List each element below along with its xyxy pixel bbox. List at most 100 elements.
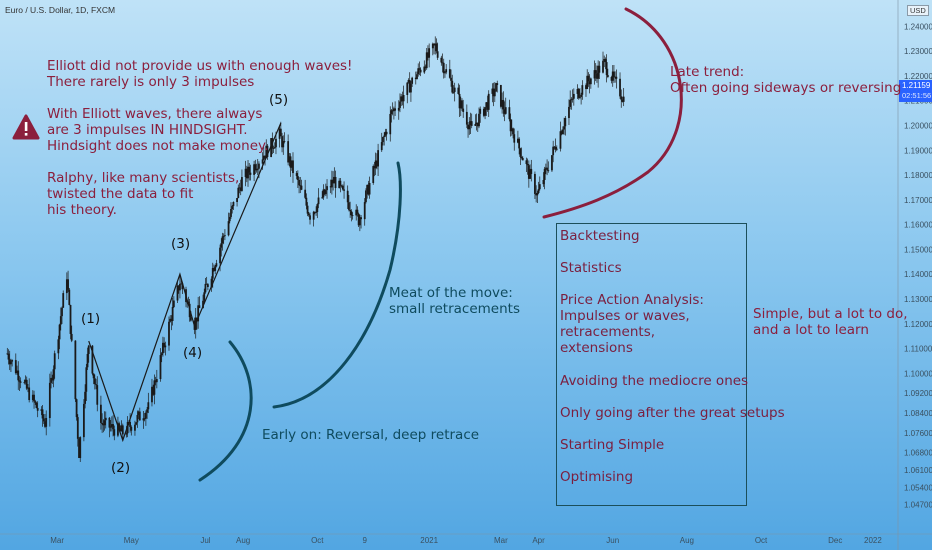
candle-body [316,204,319,213]
candle-body [553,146,556,148]
candle-body [224,235,226,237]
note-hindsight-3: Hindsight does not make money. [47,138,269,154]
candle-body [237,187,240,198]
wave-label-2: (2) [111,460,131,476]
candle-body [512,128,514,135]
x-tick-label: Aug [680,536,694,545]
checklist-item: Optimising [560,469,634,485]
candle-body [397,107,400,111]
candle-body [467,124,469,130]
candle-body [368,182,371,195]
candle-body [261,159,264,164]
candle-body [74,340,77,400]
candle-body [453,87,456,92]
candle-body [59,316,62,325]
elliott-wave-line [88,122,282,443]
candle-body [356,209,359,214]
candle-body [495,83,497,92]
candle-body [461,100,463,109]
candle-body [605,62,608,76]
candle-body [121,425,124,435]
candle-body [521,157,524,161]
checklist-item: extensions [560,340,633,356]
candle-body [78,438,80,459]
candle-body [427,52,429,58]
candle-body [450,77,452,81]
price-value: 1.21159 [902,81,931,90]
note-hindsight-1: With Elliott waves, there always [47,106,263,122]
x-tick-label: Dec [828,536,842,545]
candle-body [288,156,291,163]
candle-body [502,99,505,110]
candle-body [561,129,564,135]
candle-body [247,166,249,179]
candle-body [339,180,342,186]
candle-body [155,379,158,383]
candle-body [544,167,547,169]
candle-body [134,424,136,431]
candle-body [492,88,495,97]
candle-body [330,179,333,188]
candle-body [469,121,472,126]
candle-body [62,293,65,308]
candle-body [204,283,207,293]
candle-body [28,387,31,401]
candle-body [526,164,529,166]
y-tick-label: 1.19000 [904,146,932,155]
candle-body [112,424,114,430]
candle-body [17,370,20,381]
candle-body [117,423,119,436]
candle-body [8,359,11,365]
candle-body [236,197,238,203]
candle-body [211,267,214,279]
y-axis: 1.240001.230001.220001.210001.200001.190… [897,0,932,550]
candle-body [305,197,308,206]
candle-body [253,164,255,175]
x-tick-label: Jun [606,536,619,545]
y-tick-label: 1.13000 [904,295,932,304]
candle-body [53,353,56,370]
candle-body [282,141,285,148]
candle-body [272,148,275,149]
candle-body [622,96,625,102]
candle-body [110,424,113,427]
symbol-title[interactable]: Euro / U.S. Dollar, 1D, FXCM [5,5,116,15]
y-tick-label: 1.18000 [904,171,932,180]
candle-body [313,211,316,213]
x-axis: Mar May Jul Aug Oct 9 2021 Mar Apr Jun Aug Oct Dec 20… [0,533,932,545]
price-countdown: 02:51:56 [902,91,932,100]
checklist-item: Statistics [560,260,622,276]
candle-body [577,88,580,98]
candle-body [551,155,553,171]
candle-body [568,106,570,119]
x-tick-label: 2021 [420,536,438,545]
candle-body [249,172,252,175]
candle-body [18,380,21,382]
candle-body [570,99,573,101]
candle-body [177,285,180,291]
note-ralphy-1: Ralphy, like many scientists, [47,170,240,186]
candle-body [360,217,362,220]
currency-label[interactable]: USD [907,5,929,16]
candle-body [197,305,200,322]
candle-body [227,221,230,236]
candle-body [300,185,303,190]
candle-body [52,369,55,381]
candle-body [424,66,427,69]
candle-body [322,189,325,198]
candle-body [579,96,581,98]
candle-body [102,424,105,426]
y-tick-label: 1.20000 [904,122,932,131]
candle-body [560,131,563,135]
candle-body [222,235,225,237]
candle-body [390,110,393,114]
candle-body [444,72,446,74]
candle-body [496,83,499,85]
candle-body [228,216,231,222]
candle-body [418,68,421,70]
candle-body [65,279,68,294]
candle-body [410,83,412,93]
candle-body [238,187,241,189]
candle-body [76,417,79,439]
candle-body [445,69,448,73]
